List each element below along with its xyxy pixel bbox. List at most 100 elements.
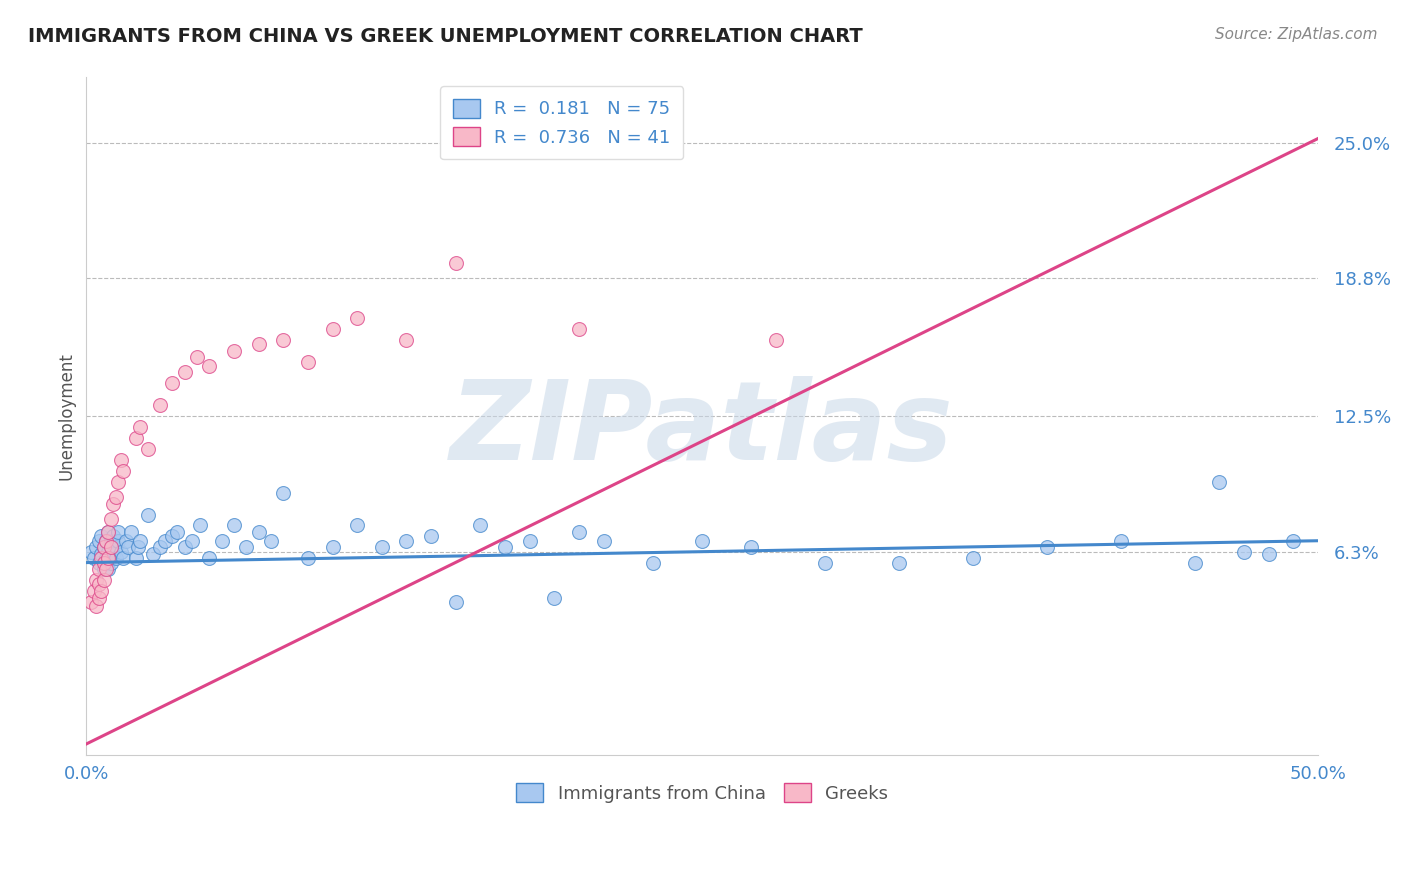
Point xyxy=(83,551,105,566)
Point xyxy=(1036,541,1059,555)
Point xyxy=(371,541,394,555)
Point xyxy=(87,533,110,548)
Point xyxy=(104,551,127,566)
Point xyxy=(87,562,110,576)
Point xyxy=(103,529,125,543)
Point xyxy=(1208,475,1230,489)
Point xyxy=(297,551,319,566)
Point xyxy=(100,533,122,548)
Text: IMMIGRANTS FROM CHINA VS GREEK UNEMPLOYMENT CORRELATION CHART: IMMIGRANTS FROM CHINA VS GREEK UNEMPLOYM… xyxy=(28,27,863,45)
Point xyxy=(110,453,132,467)
Point xyxy=(107,475,129,489)
Point xyxy=(149,398,172,412)
Point xyxy=(222,343,245,358)
Point xyxy=(100,556,122,570)
Text: Source: ZipAtlas.com: Source: ZipAtlas.com xyxy=(1215,27,1378,42)
Point xyxy=(260,533,283,548)
Point xyxy=(814,556,837,570)
Point xyxy=(93,562,115,576)
Point xyxy=(100,512,122,526)
Point xyxy=(181,533,204,548)
Point xyxy=(346,518,368,533)
Point xyxy=(568,524,591,539)
Point xyxy=(97,524,120,539)
Point xyxy=(166,524,188,539)
Point xyxy=(395,533,418,548)
Point xyxy=(84,541,107,555)
Point xyxy=(112,464,135,478)
Point xyxy=(94,533,117,548)
Text: ZIPatlas: ZIPatlas xyxy=(450,376,953,483)
Point xyxy=(117,541,139,555)
Point xyxy=(97,524,120,539)
Point xyxy=(592,533,614,548)
Point xyxy=(110,544,132,558)
Point xyxy=(112,551,135,566)
Point xyxy=(103,547,125,561)
Point xyxy=(94,551,117,566)
Point xyxy=(1184,556,1206,570)
Point xyxy=(444,595,467,609)
Point xyxy=(84,599,107,614)
Point xyxy=(346,310,368,325)
Point xyxy=(470,518,492,533)
Point xyxy=(543,591,565,605)
Point xyxy=(83,584,105,599)
Point xyxy=(198,551,221,566)
Point xyxy=(136,442,159,456)
Point xyxy=(222,518,245,533)
Point xyxy=(186,350,208,364)
Point xyxy=(120,524,142,539)
Point xyxy=(93,541,115,555)
Point xyxy=(395,333,418,347)
Point xyxy=(129,420,152,434)
Point xyxy=(188,518,211,533)
Point xyxy=(173,541,195,555)
Point xyxy=(100,551,122,566)
Point xyxy=(100,541,122,555)
Point xyxy=(124,551,146,566)
Point xyxy=(80,544,103,558)
Point xyxy=(94,556,117,570)
Point xyxy=(129,533,152,548)
Point xyxy=(94,562,117,576)
Point xyxy=(90,584,112,599)
Point xyxy=(247,524,270,539)
Point xyxy=(127,541,149,555)
Point xyxy=(90,529,112,543)
Point xyxy=(962,551,984,566)
Point xyxy=(765,333,787,347)
Point xyxy=(690,533,713,548)
Point xyxy=(1282,533,1305,548)
Point xyxy=(641,556,664,570)
Point xyxy=(420,529,443,543)
Point xyxy=(740,541,762,555)
Point xyxy=(247,337,270,351)
Point xyxy=(153,533,176,548)
Point xyxy=(84,573,107,587)
Point xyxy=(97,544,120,558)
Point xyxy=(93,556,115,570)
Point xyxy=(162,376,184,391)
Point xyxy=(87,591,110,605)
Point xyxy=(444,256,467,270)
Point xyxy=(173,366,195,380)
Point xyxy=(322,322,344,336)
Point xyxy=(93,541,115,555)
Point xyxy=(107,533,129,548)
Point xyxy=(1109,533,1132,548)
Point xyxy=(297,354,319,368)
Point xyxy=(142,547,165,561)
Point xyxy=(322,541,344,555)
Point xyxy=(94,533,117,548)
Point xyxy=(124,431,146,445)
Point xyxy=(1233,544,1256,558)
Point xyxy=(90,547,112,561)
Point xyxy=(211,533,233,548)
Point xyxy=(90,551,112,566)
Point xyxy=(887,556,910,570)
Point xyxy=(87,556,110,570)
Point xyxy=(273,485,295,500)
Point xyxy=(104,490,127,504)
Point xyxy=(273,333,295,347)
